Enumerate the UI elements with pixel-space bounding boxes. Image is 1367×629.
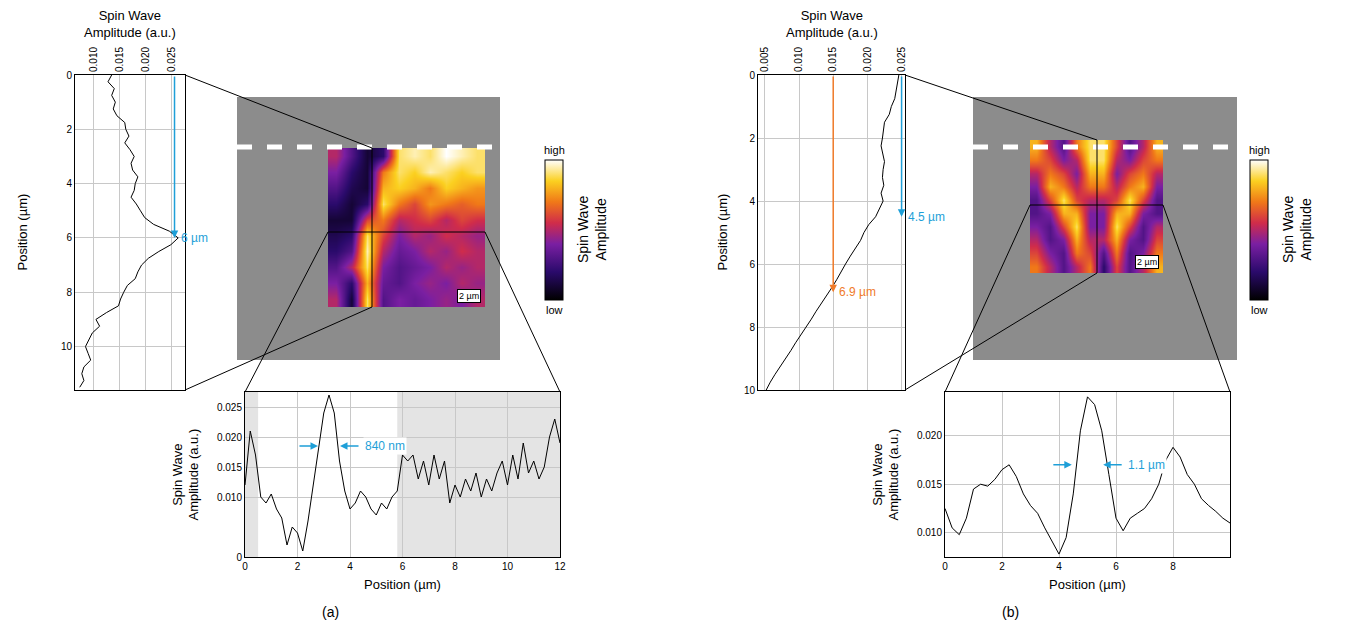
svg-text:4: 4 bbox=[749, 196, 755, 207]
svg-text:0.015: 0.015 bbox=[114, 47, 125, 72]
svg-text:0: 0 bbox=[236, 552, 242, 563]
svg-text:4.5 µm: 4.5 µm bbox=[908, 210, 945, 224]
svg-text:0: 0 bbox=[749, 70, 755, 81]
svg-text:0.020: 0.020 bbox=[862, 47, 873, 72]
svg-text:0.010: 0.010 bbox=[917, 527, 942, 538]
svg-text:4: 4 bbox=[347, 561, 353, 572]
svg-text:6: 6 bbox=[66, 232, 72, 243]
svg-text:1.1 µm: 1.1 µm bbox=[1128, 458, 1165, 472]
svg-text:Spin WaveAmplitude (a.u.): Spin WaveAmplitude (a.u.) bbox=[84, 8, 176, 40]
svg-text:8: 8 bbox=[1170, 561, 1176, 572]
svg-text:0.020: 0.020 bbox=[140, 47, 151, 72]
svg-text:2: 2 bbox=[999, 561, 1005, 572]
svg-text:2 µm: 2 µm bbox=[459, 291, 479, 301]
svg-text:10: 10 bbox=[502, 561, 514, 572]
svg-text:0: 0 bbox=[66, 70, 72, 81]
svg-text:2: 2 bbox=[66, 124, 72, 135]
svg-text:0.015: 0.015 bbox=[217, 462, 242, 473]
svg-text:8: 8 bbox=[66, 287, 72, 298]
svg-text:0.015: 0.015 bbox=[917, 479, 942, 490]
svg-text:low: low bbox=[546, 304, 563, 316]
svg-text:4: 4 bbox=[1056, 561, 1062, 572]
svg-text:0.025: 0.025 bbox=[896, 47, 907, 72]
svg-text:0: 0 bbox=[242, 561, 248, 572]
svg-text:2: 2 bbox=[749, 133, 755, 144]
svg-text:6: 6 bbox=[1113, 561, 1119, 572]
svg-text:low: low bbox=[1251, 304, 1268, 316]
svg-text:8: 8 bbox=[452, 561, 458, 572]
svg-text:Position (µm): Position (µm) bbox=[1049, 577, 1126, 592]
svg-text:0.025: 0.025 bbox=[217, 402, 242, 413]
svg-text:Spin WaveAmplitude: Spin WaveAmplitude bbox=[575, 196, 609, 263]
svg-text:2: 2 bbox=[295, 561, 301, 572]
svg-text:high: high bbox=[544, 144, 565, 156]
svg-text:8: 8 bbox=[749, 322, 755, 333]
svg-text:6.9 µm: 6.9 µm bbox=[839, 285, 876, 299]
svg-text:0.020: 0.020 bbox=[917, 430, 942, 441]
svg-text:Spin WaveAmplitude (a.u.): Spin WaveAmplitude (a.u.) bbox=[786, 8, 878, 40]
svg-text:0.010: 0.010 bbox=[793, 47, 804, 72]
svg-text:(a): (a) bbox=[322, 604, 339, 620]
svg-text:high: high bbox=[1249, 144, 1270, 156]
svg-text:(b): (b) bbox=[1002, 604, 1019, 620]
svg-text:6: 6 bbox=[400, 561, 406, 572]
svg-text:0.005: 0.005 bbox=[759, 47, 770, 72]
svg-text:Spin WaveAmplitude: Spin WaveAmplitude bbox=[1280, 196, 1314, 263]
svg-text:2 µm: 2 µm bbox=[1137, 257, 1157, 267]
svg-text:0.025: 0.025 bbox=[166, 47, 177, 72]
svg-text:0.015: 0.015 bbox=[827, 47, 838, 72]
svg-text:0.010: 0.010 bbox=[88, 47, 99, 72]
svg-text:4: 4 bbox=[66, 178, 72, 189]
svg-text:Position (µm): Position (µm) bbox=[15, 194, 30, 271]
svg-text:Spin WaveAmplitude (a.u.): Spin WaveAmplitude (a.u.) bbox=[870, 429, 902, 521]
svg-text:0.020: 0.020 bbox=[217, 432, 242, 443]
svg-text:0: 0 bbox=[942, 561, 948, 572]
svg-text:Position (µm): Position (µm) bbox=[715, 194, 730, 271]
svg-text:0.010: 0.010 bbox=[217, 492, 242, 503]
svg-text:12: 12 bbox=[554, 561, 566, 572]
svg-text:Position (µm): Position (µm) bbox=[364, 577, 441, 592]
svg-text:10: 10 bbox=[744, 385, 756, 396]
svg-text:Spin WaveAmplitude (a.u.): Spin WaveAmplitude (a.u.) bbox=[170, 429, 202, 521]
svg-text:10: 10 bbox=[61, 341, 73, 352]
svg-text:6 µm: 6 µm bbox=[181, 231, 208, 245]
svg-text:840 nm: 840 nm bbox=[365, 439, 405, 453]
svg-text:6: 6 bbox=[749, 259, 755, 270]
